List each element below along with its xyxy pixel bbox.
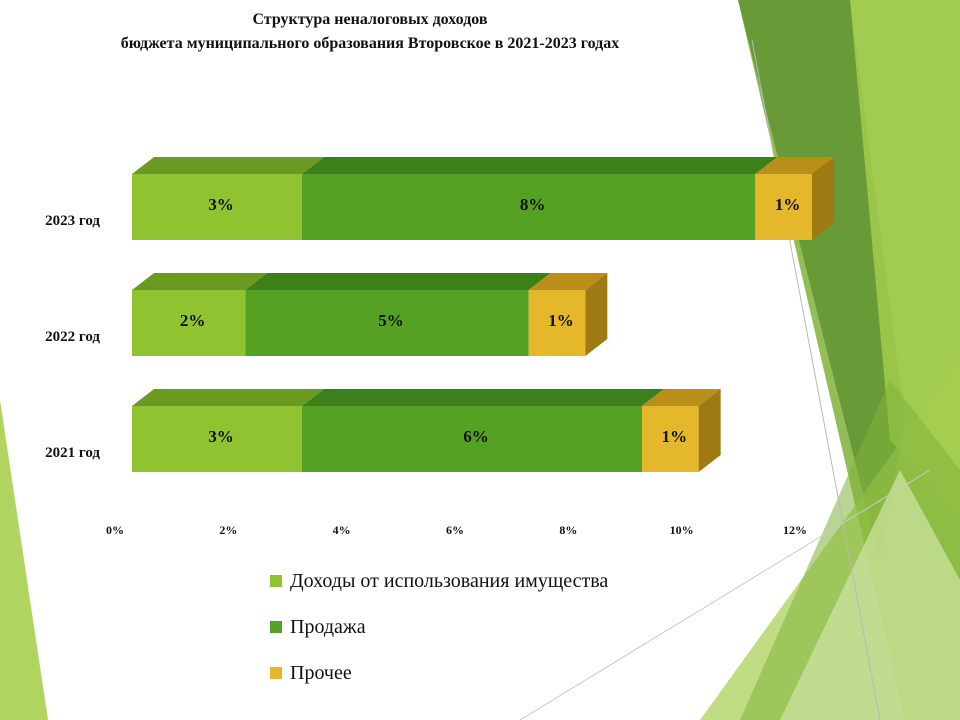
data-label: 1% (775, 195, 801, 214)
legend-item-other: Прочее (270, 650, 608, 696)
category-label: 2023 год (45, 213, 100, 229)
x-tick-label: 12% (783, 523, 807, 537)
bar-top-face (302, 157, 778, 174)
bar-top-face (642, 389, 721, 406)
bar-segment (132, 290, 246, 356)
legend-swatch (270, 667, 282, 679)
x-tick-label: 2% (219, 523, 237, 537)
legend-item-sales: Продажа (270, 604, 608, 650)
bar-segment (302, 174, 756, 240)
bar-segment (132, 406, 302, 472)
bar-top-face (528, 273, 608, 290)
bar-side-face (585, 273, 608, 356)
bar-segment (245, 290, 529, 356)
data-label: 8% (520, 195, 546, 214)
data-label: 3% (208, 427, 234, 446)
legend-swatch (270, 575, 282, 587)
x-tick-label: 10% (670, 523, 694, 537)
bar-top-face (132, 273, 268, 290)
data-label: 2% (180, 311, 206, 330)
x-tick-label: 4% (333, 523, 351, 537)
chart-title-line-2: бюджета муниципального образования Второ… (120, 35, 620, 52)
legend-label: Прочее (290, 661, 352, 684)
legend-swatch (270, 621, 282, 633)
data-label: 1% (548, 311, 574, 330)
bar-segment (132, 174, 302, 240)
bar-top-face (132, 157, 324, 174)
data-label: 1% (662, 427, 688, 446)
x-tick-label: 0% (106, 523, 124, 537)
chart-title-line-1: Структура неналоговых доходов (252, 11, 488, 28)
category-label: 2022 год (45, 329, 100, 345)
chart-title: Структура неналоговых доходов бюджета му… (0, 8, 740, 56)
x-tick-label: 8% (559, 523, 577, 537)
legend-label: Доходы от использования имущества (290, 569, 609, 592)
decor-line (519, 469, 931, 720)
data-label: 5% (378, 311, 404, 330)
decor-shape (780, 470, 960, 720)
legend-label: Продажа (290, 615, 366, 638)
bar-segment (528, 290, 586, 356)
category-label: 2021 год (45, 445, 100, 461)
bar-segment (642, 406, 699, 472)
legend-item-property-income: Доходы от использования имущества (270, 558, 608, 604)
bar-top-face (245, 273, 551, 290)
x-tick-label: 6% (446, 523, 464, 537)
bar-side-face (812, 157, 834, 240)
bar-segment (755, 174, 812, 240)
data-label: 3% (208, 195, 234, 214)
bar-top-face (302, 389, 664, 406)
bar-top-face (132, 389, 324, 406)
bar-segment (302, 406, 642, 472)
data-label: 6% (463, 427, 489, 446)
decor-shape (0, 400, 48, 720)
chart-legend: Доходы от использования имущества Продаж… (270, 558, 608, 696)
bar-side-face (698, 389, 721, 472)
decor-shape (850, 0, 960, 520)
bar-top-face (755, 157, 834, 174)
decor-line (751, 39, 881, 720)
